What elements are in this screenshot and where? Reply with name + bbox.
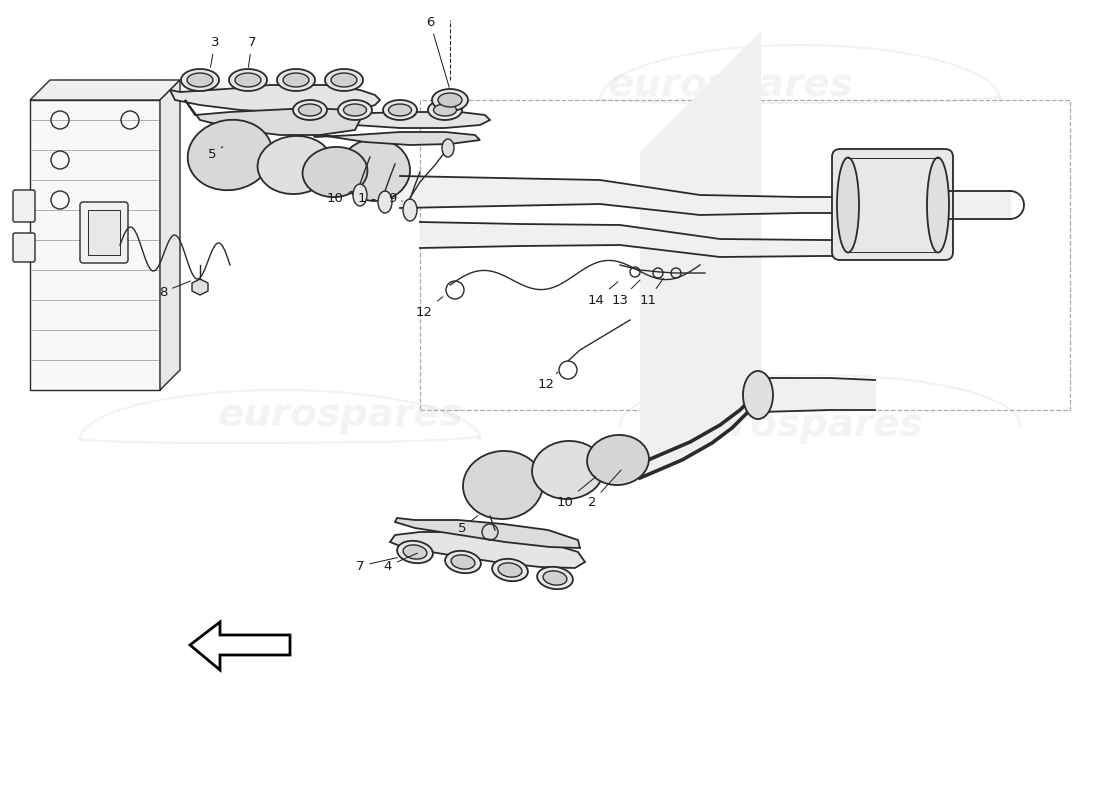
- Polygon shape: [30, 80, 180, 100]
- Ellipse shape: [403, 199, 417, 221]
- Ellipse shape: [397, 541, 433, 563]
- Ellipse shape: [451, 555, 475, 569]
- Ellipse shape: [277, 69, 315, 91]
- FancyBboxPatch shape: [80, 202, 128, 263]
- Polygon shape: [295, 112, 490, 128]
- Text: 2: 2: [587, 470, 621, 509]
- Text: 4: 4: [384, 553, 418, 573]
- Ellipse shape: [229, 69, 267, 91]
- Ellipse shape: [438, 93, 462, 107]
- Text: eurospares: eurospares: [217, 396, 463, 434]
- Text: 11: 11: [639, 278, 663, 306]
- Text: 13: 13: [612, 280, 640, 306]
- Ellipse shape: [293, 100, 327, 120]
- FancyBboxPatch shape: [88, 210, 120, 255]
- Ellipse shape: [432, 89, 468, 111]
- Ellipse shape: [378, 191, 392, 213]
- Ellipse shape: [433, 104, 456, 116]
- Text: 10: 10: [327, 191, 352, 205]
- Text: 3: 3: [210, 35, 219, 67]
- Polygon shape: [300, 122, 480, 145]
- Ellipse shape: [428, 100, 462, 120]
- Text: 10: 10: [557, 477, 596, 509]
- Ellipse shape: [283, 73, 309, 87]
- Ellipse shape: [187, 73, 213, 87]
- Text: 12: 12: [538, 372, 558, 391]
- Text: 6: 6: [426, 15, 449, 87]
- Polygon shape: [190, 622, 290, 670]
- Polygon shape: [192, 279, 208, 295]
- FancyBboxPatch shape: [13, 233, 35, 262]
- Ellipse shape: [543, 571, 566, 585]
- Ellipse shape: [331, 73, 358, 87]
- Ellipse shape: [302, 147, 367, 197]
- Ellipse shape: [446, 551, 481, 573]
- Ellipse shape: [235, 73, 261, 87]
- Ellipse shape: [742, 371, 773, 419]
- Ellipse shape: [463, 451, 543, 519]
- Text: 5: 5: [208, 146, 223, 162]
- FancyBboxPatch shape: [13, 190, 35, 222]
- Ellipse shape: [837, 158, 859, 253]
- Ellipse shape: [338, 100, 372, 120]
- Text: 7: 7: [248, 35, 256, 67]
- Text: 8: 8: [158, 281, 190, 298]
- Text: 7: 7: [355, 558, 397, 573]
- FancyBboxPatch shape: [832, 149, 953, 260]
- Ellipse shape: [537, 567, 573, 589]
- Polygon shape: [395, 518, 580, 548]
- Ellipse shape: [353, 184, 367, 206]
- Ellipse shape: [340, 139, 410, 201]
- Text: eurospares: eurospares: [678, 406, 923, 444]
- Bar: [420, 100, 1070, 410]
- Polygon shape: [390, 532, 585, 568]
- Polygon shape: [185, 100, 360, 135]
- Ellipse shape: [532, 441, 604, 499]
- Text: eurospares: eurospares: [607, 66, 852, 104]
- Ellipse shape: [442, 139, 454, 157]
- Ellipse shape: [403, 545, 427, 559]
- Ellipse shape: [927, 158, 949, 253]
- Ellipse shape: [498, 563, 521, 577]
- Text: eurospares: eurospares: [52, 71, 298, 109]
- Ellipse shape: [587, 435, 649, 485]
- Text: 5: 5: [458, 516, 477, 534]
- Ellipse shape: [188, 120, 273, 190]
- Ellipse shape: [182, 69, 219, 91]
- Text: 12: 12: [416, 297, 443, 318]
- Polygon shape: [170, 85, 380, 112]
- FancyBboxPatch shape: [30, 100, 159, 390]
- Ellipse shape: [383, 100, 417, 120]
- Ellipse shape: [257, 136, 332, 194]
- Polygon shape: [160, 80, 180, 390]
- Ellipse shape: [343, 104, 366, 116]
- Ellipse shape: [298, 104, 321, 116]
- Text: 1: 1: [358, 191, 375, 205]
- Ellipse shape: [324, 69, 363, 91]
- Text: 9: 9: [388, 191, 403, 205]
- Ellipse shape: [388, 104, 411, 116]
- Ellipse shape: [492, 559, 528, 581]
- Text: 14: 14: [587, 282, 618, 306]
